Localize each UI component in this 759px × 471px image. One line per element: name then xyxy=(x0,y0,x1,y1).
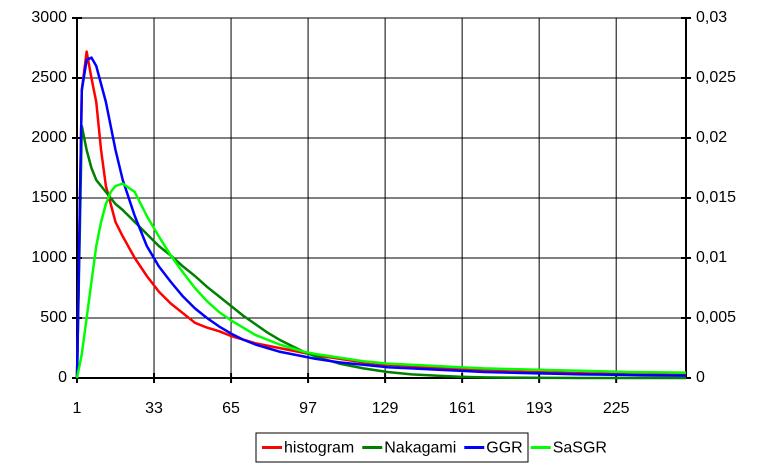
y2-tick-label: 0,015 xyxy=(696,189,736,206)
x-tick-label: 97 xyxy=(299,400,317,417)
y2-tick-label: 0,03 xyxy=(696,9,727,26)
y-tick-label: 2500 xyxy=(31,69,67,86)
y-tick-label: 1500 xyxy=(31,189,67,206)
x-tick-label: 65 xyxy=(222,400,240,417)
legend-label: Nakagami xyxy=(384,440,456,457)
series-line xyxy=(75,56,687,379)
y-tick-label: 1000 xyxy=(31,249,67,266)
x-tick-label: 33 xyxy=(145,400,163,417)
x-tick-label: 225 xyxy=(603,400,630,417)
y-tick-label: 0 xyxy=(58,369,67,386)
legend-label: GGR xyxy=(486,440,522,457)
y2-tick-label: 0,01 xyxy=(696,249,727,266)
x-tick-label: 161 xyxy=(449,400,476,417)
legend-label: histogram xyxy=(284,440,354,457)
y2-tick-label: 0,005 xyxy=(696,309,736,326)
legend-label: SaSGR xyxy=(553,440,607,457)
y2-tick-label: 0 xyxy=(696,369,705,386)
x-tick-label: 129 xyxy=(372,400,399,417)
y-tick-label: 500 xyxy=(40,309,67,326)
series-line xyxy=(75,50,687,379)
y2-tick-label: 0,02 xyxy=(696,129,727,146)
x-tick-label: 1 xyxy=(73,400,82,417)
y-tick-label: 3000 xyxy=(31,9,67,26)
x-tick-label: 193 xyxy=(526,400,553,417)
series-line xyxy=(75,182,687,379)
y-tick-label: 2000 xyxy=(31,129,67,146)
y2-tick-label: 0,025 xyxy=(696,69,736,86)
